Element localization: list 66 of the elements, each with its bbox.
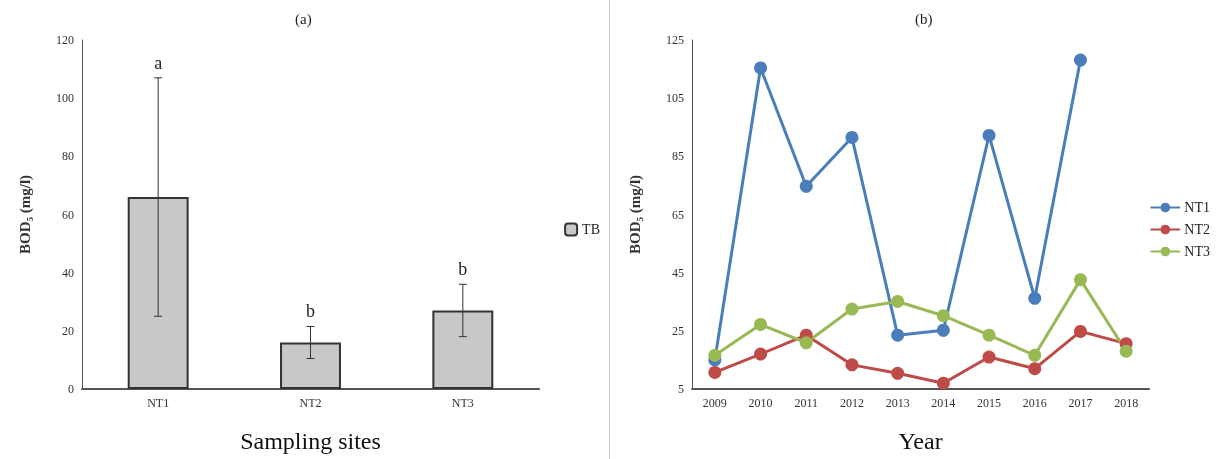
point [845,302,859,316]
y-tick-label: 25 [672,323,684,338]
point [982,328,996,342]
point [936,309,950,323]
point [936,376,950,390]
point [982,128,996,142]
y-tick-label: 80 [62,149,74,164]
point [708,348,722,362]
x-tick-label: 2017 [1068,396,1093,410]
annotation: b [458,259,468,280]
x-tick-label: 2010 [748,396,773,410]
x-tick-label: 2016 [1022,396,1047,410]
point [1073,53,1087,67]
point [845,130,859,144]
y-tick-label: 40 [62,265,74,280]
point [754,347,768,361]
legend-label: NT2 [1184,222,1211,237]
x-tick-label: NT3 [451,396,474,410]
x-tick-label: 2012 [839,396,864,410]
annotation: a [154,52,163,73]
point [1119,344,1133,358]
x-tick-label: 2018 [1114,396,1139,410]
y-axis-title: BOD₅ (mg/l) [626,174,644,255]
y-tick-label: 5 [678,382,684,396]
point [845,358,859,372]
point [708,365,722,379]
y-tick-label: 85 [672,149,684,164]
y-tick-label: 120 [56,33,74,47]
y-tick-label: 0 [68,382,74,396]
x-tick-label: 2014 [931,396,956,410]
y-tick-label: 125 [666,33,684,47]
point [982,350,996,364]
point [1028,362,1042,376]
point [891,328,905,342]
point [754,61,768,75]
x-tick-label: 2009 [702,396,727,410]
point [799,336,813,350]
point [754,317,768,331]
y-tick-label: 60 [62,207,74,222]
x-tick-label: 2011 [794,396,819,410]
legend-label: NT1 [1184,200,1211,215]
x-tick-label: NT1 [147,396,170,410]
y-tick-label: 45 [672,265,684,280]
x-axis-title: Sampling sites [240,428,381,454]
y-tick-label: 20 [62,323,74,338]
legend-label: NT3 [1184,244,1211,259]
point [891,366,905,380]
x-tick-label: 2013 [885,396,910,410]
annotation: b [306,301,315,322]
point [1028,348,1042,362]
y-tick-label: 100 [56,91,74,106]
x-tick-label: 2015 [977,396,1002,410]
legend-label: TB [582,222,600,237]
point [799,179,813,193]
point [891,294,905,308]
y-tick-label: 65 [672,207,684,222]
y-axis-title: BOD₅ (mg/l) [16,174,34,255]
y-tick-label: 105 [666,91,684,106]
point [1073,273,1087,287]
x-tick-label: NT2 [299,396,322,410]
chart-title: (b) [915,10,933,28]
point [1073,324,1087,338]
chart-title: (a) [295,10,312,28]
point [1028,291,1042,305]
x-axis-title: Year [898,428,943,454]
point [936,323,950,337]
